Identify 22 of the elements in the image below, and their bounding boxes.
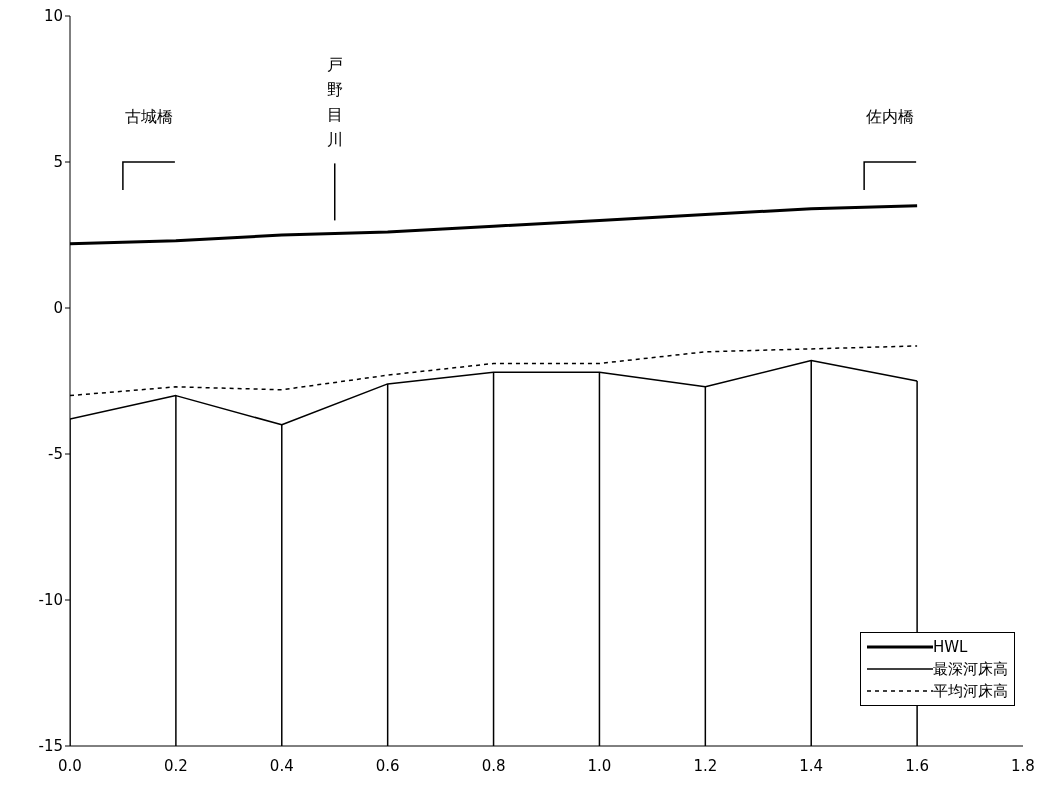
y-tick-label: 10 [43,7,63,26]
y-tick-label: -15 [38,737,63,756]
y-tick-label: 0 [53,299,63,318]
x-tick-label: 1.6 [905,756,930,775]
legend-label: HWL [933,638,968,656]
x-tick-label: 0.8 [481,756,506,775]
x-tick-label: 0.4 [269,756,294,775]
x-tick-label: 1.0 [587,756,612,775]
annotation: 戸野目川 [326,55,343,150]
legend-label: 平均河床高 [933,681,1008,701]
x-tick-label: 1.2 [693,756,718,775]
annotation: 古城橋 [124,107,173,126]
y-tick-label: 5 [53,153,63,172]
x-tick-label: 0.6 [375,756,400,775]
x-tick-label: 1.4 [799,756,824,775]
x-tick-label: 0.2 [163,756,188,775]
legend-label: 最深河床高 [933,659,1008,679]
y-tick-label: -10 [38,591,63,610]
x-tick-label: 1.8 [1011,756,1035,775]
x-tick-label: 0.0 [58,756,82,775]
y-tick-label: -5 [48,445,63,464]
annotation: 佐内橋 [866,107,915,126]
